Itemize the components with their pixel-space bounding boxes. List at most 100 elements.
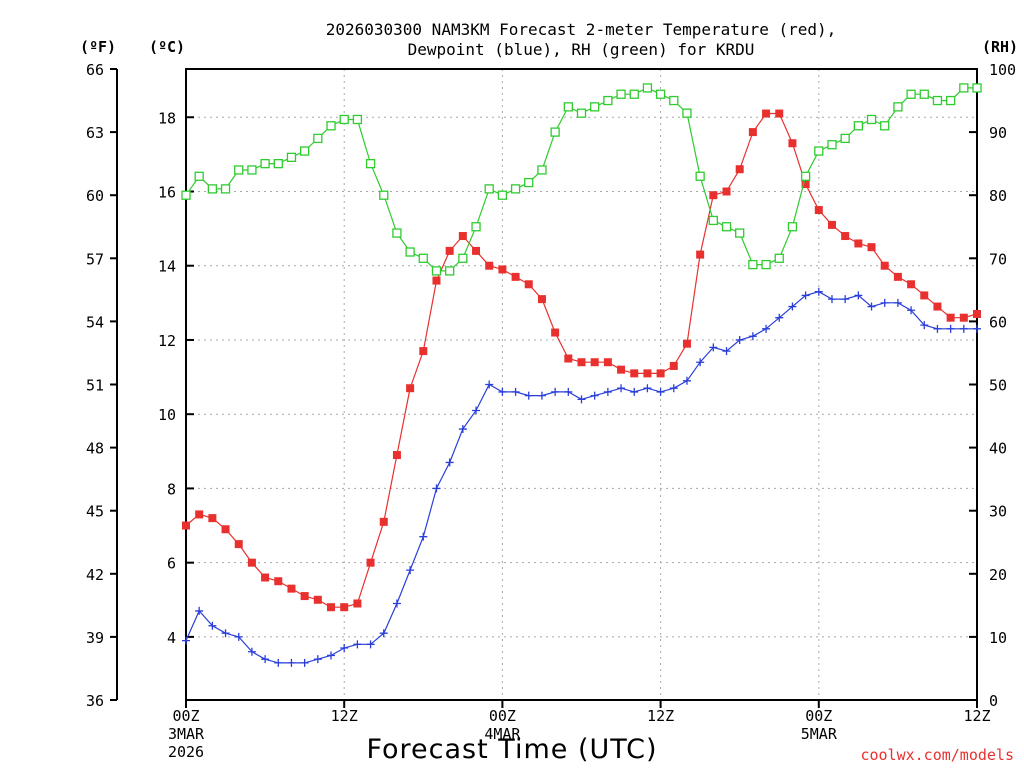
fahrenheit-tick-label: 57 — [86, 250, 104, 268]
rh-point — [247, 165, 257, 175]
rh-unit-label: (RH) — [982, 38, 1018, 56]
dewpoint-point — [287, 658, 296, 667]
temperature-point — [880, 261, 889, 270]
dewpoint-point — [801, 291, 810, 300]
series-c-plus — [182, 287, 981, 667]
dewpoint-point — [537, 391, 546, 400]
rh-point — [735, 228, 745, 238]
rh-point — [655, 89, 666, 99]
rh-point — [234, 165, 244, 175]
temperature-point — [406, 384, 415, 393]
time-tick-label: 00Z — [805, 707, 832, 725]
temperature-point — [603, 358, 612, 367]
dewpoint-point — [498, 387, 507, 396]
rh-tick-label: 90 — [989, 124, 1007, 142]
rh-axis: 0 10 20 30 40 50 60 70 80 90 100 — [969, 61, 1016, 710]
temperature-point — [854, 239, 863, 248]
rh-point — [616, 89, 626, 99]
celsius-tick-label: 18 — [158, 109, 176, 127]
rh-point — [893, 102, 903, 112]
dewpoint-point — [722, 347, 731, 356]
time-tick-label: 00Z — [172, 707, 199, 725]
dewpoint-point — [643, 384, 652, 393]
dewpoint-point — [182, 636, 190, 645]
time-tick-label: 12Z — [331, 707, 358, 725]
temperature-point — [247, 558, 256, 567]
temperature-point — [959, 313, 968, 322]
dewpoint-point — [696, 358, 705, 367]
dewpoint-point — [406, 566, 415, 575]
rh-point — [194, 171, 204, 181]
series-rh-open-square — [181, 83, 982, 276]
dewpoint-point — [564, 387, 573, 396]
rh-point — [866, 114, 877, 125]
rh-point — [339, 114, 349, 125]
temperature-point — [221, 525, 230, 534]
dewpoint-point — [933, 324, 942, 333]
temperature-point — [643, 369, 652, 378]
celsius-tick-label: 4 — [167, 629, 176, 647]
rh-tick-label: 30 — [989, 503, 1007, 521]
rh-point — [932, 95, 943, 106]
fahrenheit-tick-label: 51 — [86, 377, 104, 395]
dewpoint-point — [353, 640, 362, 649]
dewpoint-point — [327, 651, 336, 660]
fahrenheit-tick-label: 36 — [86, 692, 104, 710]
time-tick-label: 12Z — [963, 707, 990, 725]
temperature-point — [933, 302, 942, 311]
dewpoint-point — [867, 302, 876, 311]
rh-point — [629, 89, 639, 99]
rh-point — [537, 165, 547, 175]
dewpoint-point — [208, 621, 217, 630]
temperature-point — [973, 309, 981, 318]
rh-point — [405, 247, 415, 257]
rh-point — [748, 259, 758, 270]
dewpoint-point — [419, 532, 428, 541]
rh-point — [365, 158, 376, 169]
rh-tick-label: 100 — [989, 61, 1016, 79]
dewpoint-point — [973, 324, 981, 333]
temperature-point — [946, 313, 955, 322]
time-tick-label: 00Z — [489, 707, 516, 725]
rh-point — [945, 95, 956, 106]
dewpoint-point — [748, 332, 757, 341]
rh-tick-label: 70 — [989, 250, 1007, 268]
credit-label: coolwx.com/models — [860, 746, 1014, 764]
celsius-tick-label: 8 — [167, 480, 176, 498]
dewpoint-point — [432, 484, 441, 493]
dewpoint-point — [234, 632, 243, 641]
temperature-point — [735, 165, 744, 174]
dewpoint-point — [524, 391, 533, 400]
temperature-point — [537, 295, 546, 304]
rh-point — [563, 102, 573, 112]
dewpoint-point — [682, 376, 691, 385]
dewpoint-point — [247, 647, 256, 656]
temperature-point — [261, 573, 270, 582]
rh-point — [761, 259, 771, 270]
fahrenheit-tick-label: 45 — [86, 503, 104, 521]
temperature-point — [366, 558, 375, 567]
temperature-point — [630, 369, 639, 378]
dewpoint-point — [630, 387, 639, 396]
rh-point — [853, 121, 863, 131]
rh-point — [207, 184, 218, 194]
temperature-point — [182, 521, 190, 530]
temperature-point — [195, 510, 204, 519]
rh-point — [774, 253, 784, 263]
temperature-point — [498, 265, 507, 274]
rh-tick-label: 50 — [989, 377, 1007, 395]
rh-point — [181, 190, 191, 200]
gridlines — [186, 69, 977, 700]
dewpoint-point — [775, 313, 784, 322]
time-tick-date: 3MAR — [168, 725, 205, 743]
chart-title-line2: Dewpoint (blue), RH (green) for KRDU — [408, 40, 755, 59]
rh-point — [445, 266, 455, 276]
rh-point — [326, 121, 336, 131]
temperature-point — [485, 261, 494, 270]
temperature-point — [682, 339, 691, 348]
temperature-point — [511, 272, 520, 281]
rh-point — [471, 222, 481, 232]
rh-point — [379, 190, 389, 200]
